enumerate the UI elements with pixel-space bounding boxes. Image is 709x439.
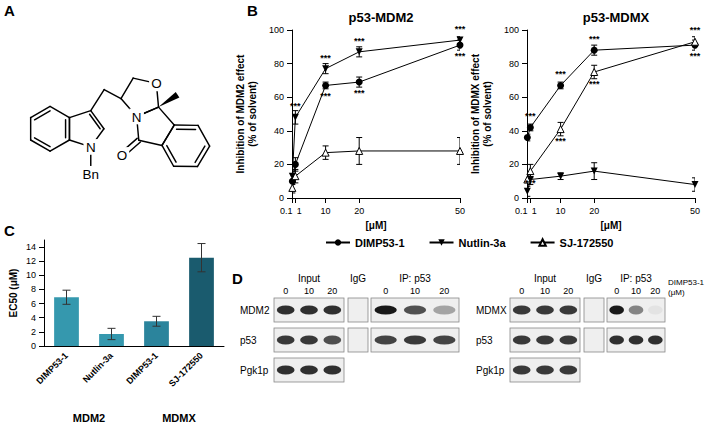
svg-text:10: 10	[556, 206, 566, 216]
svg-text:100: 100	[504, 25, 519, 35]
svg-text:N: N	[86, 140, 96, 155]
svg-text:MDM2: MDM2	[240, 305, 270, 316]
svg-text:20: 20	[589, 206, 599, 216]
svg-text:Inhibition of MDMX effect: Inhibition of MDMX effect	[470, 53, 481, 174]
svg-text:20: 20	[509, 159, 519, 169]
svg-text:B: B	[247, 2, 258, 19]
svg-text:p53-MDM2: p53-MDM2	[348, 10, 413, 25]
svg-text:MDMX: MDMX	[162, 412, 196, 424]
svg-text:IgG: IgG	[350, 273, 366, 284]
svg-text:10: 10	[321, 206, 331, 216]
svg-text:Input: Input	[298, 273, 320, 284]
svg-text:20: 20	[274, 159, 284, 169]
svg-text:50: 50	[455, 206, 465, 216]
svg-text:0: 0	[514, 193, 519, 203]
svg-text:50: 50	[690, 206, 700, 216]
svg-text:10: 10	[26, 270, 36, 280]
svg-text:(% of solvent): (% of solvent)	[482, 81, 493, 147]
svg-text:Nutlin-3a: Nutlin-3a	[459, 237, 507, 249]
svg-text:Pgk1p: Pgk1p	[476, 365, 505, 376]
svg-text:IP: p53: IP: p53	[620, 273, 652, 284]
svg-text:0: 0	[383, 286, 388, 296]
svg-text:Bn: Bn	[83, 167, 99, 182]
svg-text:[μM]: [μM]	[600, 220, 621, 231]
svg-text:0: 0	[283, 286, 288, 296]
svg-text:SJ-172550: SJ-172550	[167, 350, 205, 388]
svg-text:20: 20	[563, 286, 573, 296]
svg-text:10: 10	[540, 286, 550, 296]
svg-text:(% of solvent): (% of solvent)	[247, 81, 258, 147]
svg-text:DIMP53-1: DIMP53-1	[124, 350, 160, 386]
svg-text:6: 6	[31, 299, 36, 309]
svg-text:20: 20	[327, 286, 337, 296]
svg-text:***: ***	[555, 136, 566, 146]
svg-text:40: 40	[509, 126, 519, 136]
svg-text:2: 2	[31, 327, 36, 337]
svg-text:Nutlin-3a: Nutlin-3a	[81, 350, 116, 385]
svg-text:DIMP53-1: DIMP53-1	[34, 350, 70, 386]
svg-text:(μM): (μM)	[668, 288, 685, 297]
svg-text:1: 1	[532, 206, 537, 216]
svg-text:p53: p53	[240, 335, 257, 346]
svg-text:0: 0	[614, 286, 619, 296]
svg-text:***: ***	[320, 53, 331, 63]
svg-text:0.1: 0.1	[515, 206, 528, 216]
svg-text:0.1: 0.1	[280, 206, 293, 216]
svg-text:Inhibition of MDM2 effect: Inhibition of MDM2 effect	[235, 54, 246, 174]
svg-text:1: 1	[297, 206, 302, 216]
svg-text:O: O	[151, 76, 161, 91]
svg-text:14: 14	[26, 242, 36, 252]
svg-text:C: C	[4, 222, 15, 239]
svg-text:Pgk1p: Pgk1p	[240, 365, 269, 376]
svg-text:20: 20	[439, 286, 449, 296]
svg-text:DIMP53-1: DIMP53-1	[355, 237, 405, 249]
svg-text:EC50 (μM): EC50 (μM)	[8, 269, 19, 318]
svg-text:IgG: IgG	[586, 273, 602, 284]
svg-text:0: 0	[31, 341, 36, 351]
svg-text:***: ***	[525, 178, 536, 188]
svg-text:***: ***	[525, 111, 536, 121]
svg-text:N: N	[132, 110, 142, 125]
svg-text:***: ***	[290, 101, 301, 111]
svg-text:p53: p53	[476, 335, 493, 346]
svg-text:10: 10	[304, 286, 314, 296]
svg-text:Input: Input	[534, 273, 556, 284]
svg-text:DIMP53-1: DIMP53-1	[668, 278, 705, 287]
svg-text:***: ***	[555, 69, 566, 79]
svg-text:20: 20	[354, 206, 364, 216]
svg-text:40: 40	[274, 126, 284, 136]
svg-text:***: ***	[320, 91, 331, 101]
svg-text:60: 60	[274, 92, 284, 102]
svg-text:MDMX: MDMX	[476, 305, 507, 316]
svg-text:[μM]: [μM]	[365, 220, 386, 231]
svg-text:A: A	[4, 2, 15, 19]
svg-text:8: 8	[31, 284, 36, 294]
svg-text:SJ-172550: SJ-172550	[560, 237, 614, 249]
svg-text:***: ***	[589, 79, 600, 89]
svg-text:80: 80	[274, 59, 284, 69]
svg-text:***: ***	[455, 51, 466, 61]
svg-text:IP: p53: IP: p53	[399, 273, 431, 284]
svg-text:***: ***	[589, 34, 600, 44]
svg-text:D: D	[232, 270, 243, 287]
svg-text:***: ***	[690, 25, 701, 35]
svg-text:12: 12	[26, 256, 36, 266]
svg-text:O: O	[117, 148, 127, 163]
svg-text:***: ***	[455, 24, 466, 34]
svg-text:***: ***	[354, 36, 365, 46]
svg-text:100: 100	[269, 25, 284, 35]
svg-text:10: 10	[631, 286, 641, 296]
svg-text:20: 20	[650, 286, 660, 296]
svg-text:60: 60	[509, 92, 519, 102]
svg-text:***: ***	[690, 51, 701, 61]
svg-text:4: 4	[31, 313, 36, 323]
svg-text:p53-MDMX: p53-MDMX	[583, 10, 650, 25]
svg-text:***: ***	[354, 88, 365, 98]
svg-text:MDM2: MDM2	[73, 412, 105, 424]
svg-text:0: 0	[519, 286, 524, 296]
svg-text:0: 0	[279, 193, 284, 203]
svg-text:10: 10	[410, 286, 420, 296]
svg-text:80: 80	[509, 59, 519, 69]
